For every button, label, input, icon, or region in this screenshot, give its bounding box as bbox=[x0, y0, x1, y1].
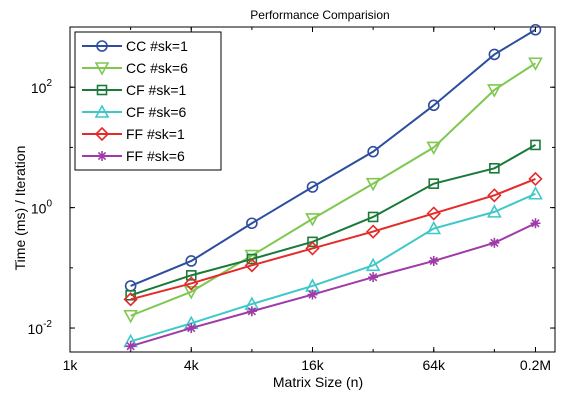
data-point bbox=[305, 241, 320, 256]
data-point bbox=[487, 188, 502, 203]
data-point bbox=[123, 292, 138, 307]
legend-item: FF #sk=1 bbox=[82, 126, 185, 142]
x-tick-label: 64k bbox=[422, 357, 446, 373]
legend-label: CF #sk=6 bbox=[126, 104, 187, 120]
legend-item: CF #sk=6 bbox=[82, 104, 187, 120]
data-point bbox=[488, 48, 501, 61]
data-point bbox=[529, 23, 542, 36]
series-cc-sk-6 bbox=[123, 57, 543, 324]
legend-item: FF #sk=6 bbox=[82, 148, 185, 164]
series-line bbox=[130, 62, 537, 317]
data-point bbox=[427, 99, 440, 112]
data-point bbox=[528, 57, 543, 71]
legend-marker bbox=[94, 62, 110, 76]
data-point bbox=[246, 306, 257, 317]
y-tick-label: 102 bbox=[31, 78, 53, 96]
data-point bbox=[307, 236, 318, 248]
legend-marker bbox=[96, 40, 108, 52]
legend-marker bbox=[97, 151, 107, 161]
plot-area: 1k 4k 16k 64k 0.2M 10-2 100 102 CC #sk=1 CC #sk=6… bbox=[28, 23, 556, 373]
series-ff-sk-6 bbox=[125, 218, 541, 352]
legend-label: CC #sk=6 bbox=[126, 60, 188, 76]
y-axis-title: Time (ms) / Iteration bbox=[12, 146, 28, 271]
series-line bbox=[130, 192, 536, 343]
chart-title: Performance Comparision bbox=[250, 8, 389, 22]
data-point bbox=[365, 257, 381, 272]
x-tick-label: 16k bbox=[301, 357, 325, 373]
legend-item: CC #sk=6 bbox=[82, 60, 188, 76]
legend-label: CF #sk=1 bbox=[126, 82, 187, 98]
data-point bbox=[123, 309, 138, 324]
data-point bbox=[428, 255, 439, 266]
data-point bbox=[185, 270, 197, 281]
data-point bbox=[305, 213, 320, 227]
data-point bbox=[426, 141, 442, 156]
data-point bbox=[487, 84, 502, 98]
data-point bbox=[367, 145, 379, 158]
x-tick-label: 0.2M bbox=[520, 357, 551, 373]
data-point bbox=[186, 323, 197, 334]
legend-item: CC #sk=1 bbox=[82, 38, 188, 54]
data-point bbox=[530, 139, 541, 151]
legend-marker bbox=[96, 84, 108, 96]
legend-box bbox=[74, 31, 222, 171]
data-point bbox=[125, 341, 136, 352]
data-point bbox=[487, 204, 502, 218]
legend: CC #sk=1 CC #sk=6 CF #sk=1 CF #sk=6 FF #sk=1… bbox=[74, 31, 222, 171]
legend-item: CF #sk=1 bbox=[82, 82, 187, 98]
data-point bbox=[184, 276, 199, 291]
data-point bbox=[528, 186, 543, 200]
legend-label: FF #sk=1 bbox=[126, 126, 185, 142]
data-point bbox=[528, 171, 543, 187]
data-point bbox=[185, 255, 198, 267]
series-line bbox=[130, 177, 536, 301]
data-point bbox=[183, 285, 199, 300]
data-point bbox=[244, 258, 260, 273]
data-point bbox=[426, 220, 442, 235]
legend-marker bbox=[94, 126, 110, 142]
data-point bbox=[426, 206, 441, 221]
data-point bbox=[244, 249, 260, 264]
legend-label: FF #sk=6 bbox=[126, 148, 185, 164]
series-line bbox=[130, 144, 536, 297]
y-tick-label: 100 bbox=[31, 199, 53, 217]
data-point bbox=[367, 211, 379, 223]
series-cf-sk-1 bbox=[125, 139, 541, 301]
legend-label: CC #sk=1 bbox=[126, 38, 188, 54]
x-tick-label: 1k bbox=[63, 357, 79, 373]
data-point bbox=[365, 177, 381, 192]
data-point bbox=[125, 289, 136, 301]
x-tick-label: 4k bbox=[184, 357, 200, 373]
series-ff-sk-1 bbox=[123, 171, 543, 307]
series-line bbox=[130, 222, 536, 348]
data-point bbox=[365, 224, 381, 239]
data-point bbox=[307, 289, 318, 300]
data-point bbox=[489, 162, 500, 174]
y-tick-label: 10-2 bbox=[28, 319, 53, 337]
legend-marker bbox=[94, 104, 110, 118]
data-point bbox=[368, 272, 379, 283]
data-point bbox=[530, 218, 541, 229]
data-point bbox=[306, 181, 319, 193]
data-point bbox=[489, 237, 500, 248]
data-point bbox=[428, 178, 440, 189]
series-cc-sk-1 bbox=[124, 23, 542, 292]
x-axis-title: Matrix Size (n) bbox=[273, 374, 363, 390]
data-point bbox=[246, 217, 258, 230]
data-point bbox=[246, 253, 258, 265]
series-line bbox=[130, 28, 536, 287]
